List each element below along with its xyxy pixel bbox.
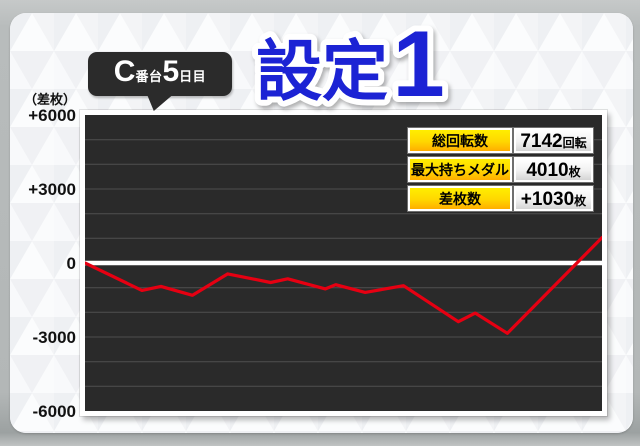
stat-number: +1030 [520, 189, 575, 210]
table-row: 最大持ちメダル 4010 枚 [408, 157, 593, 182]
stat-label-max-medals: 最大持ちメダル [408, 157, 512, 182]
stat-number: 4010 [526, 160, 569, 181]
machine-unit: 番台 [135, 69, 163, 84]
y-tick-plus3000: +3000 [28, 180, 76, 199]
day-unit: 日目 [179, 69, 207, 84]
graph-panel [80, 110, 607, 416]
y-tick-zero: 0 [66, 254, 76, 273]
payout-line [85, 235, 602, 335]
machine-letter: C [113, 55, 136, 88]
y-tick-minus6000: -6000 [32, 402, 76, 421]
setting-title: 設定 1 [250, 6, 451, 118]
stat-value-max-medals: 4010 枚 [514, 157, 593, 182]
stat-number: 7142 [520, 131, 563, 152]
table-row: 差枚数 +1030 枚 [408, 186, 593, 211]
machine-day-label: C 番台 5 日目 [88, 52, 232, 96]
stat-label-total-spins: 総回転数 [408, 128, 512, 153]
line-chart [85, 139, 602, 387]
setting-title-main: 設定 [256, 34, 388, 108]
stat-unit: 枚 [568, 165, 581, 179]
stat-label-diff-medals: 差枚数 [408, 186, 512, 211]
day-number: 5 [162, 55, 180, 88]
setting-title-number: 1 [392, 11, 444, 116]
y-axis-unit-label: （差枚） [23, 92, 76, 107]
y-tick-plus6000: +6000 [28, 106, 76, 125]
stat-unit: 枚 [574, 194, 587, 208]
y-tick-minus3000: -3000 [32, 328, 76, 347]
stat-value-diff-medals: +1030 枚 [514, 186, 593, 211]
table-row: 総回転数 7142 回転 [408, 128, 593, 153]
svg-text:設定 1: 設定 1 [256, 11, 445, 116]
stat-value-total-spins: 7142 回転 [514, 128, 593, 153]
stat-unit: 回転 [562, 136, 587, 150]
stats-table: 総回転数 7142 回転 最大持ちメダル 4010 枚 差枚数 +1030 枚 [408, 128, 593, 211]
